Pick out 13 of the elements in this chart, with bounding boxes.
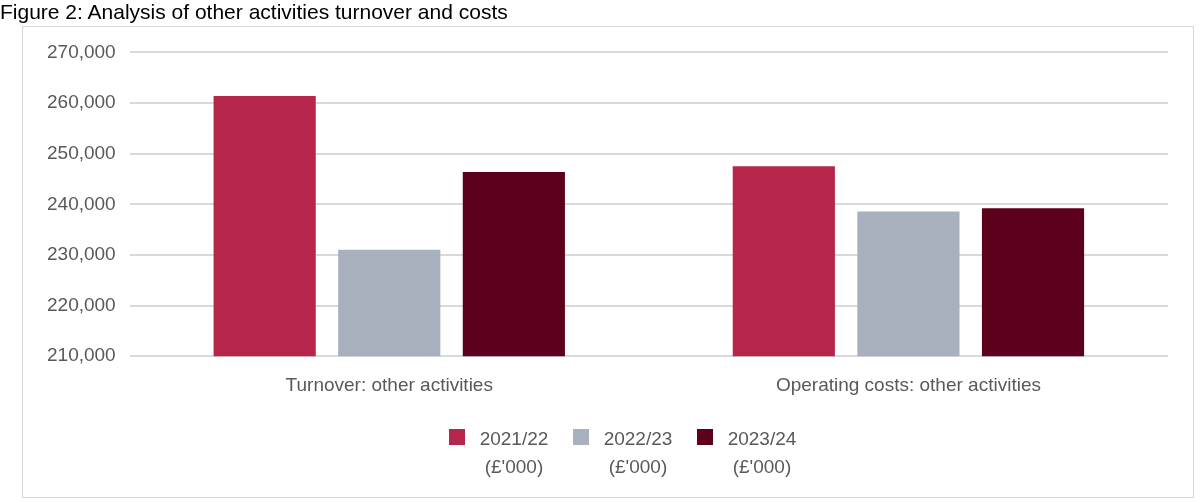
y-tick-label: 230,000	[46, 243, 116, 265]
y-tick-label: 270,000	[46, 40, 116, 62]
x-tick-label: Turnover: other activities	[285, 373, 493, 395]
legend-label: 2021/22 (£'000)	[478, 427, 550, 479]
y-tick-label: 260,000	[46, 91, 116, 113]
legend-label: 2023/24 (£'000)	[726, 427, 798, 479]
y-tick-label: 210,000	[46, 344, 116, 366]
y-tick-label: 240,000	[46, 192, 116, 214]
legend-label: 2022/23 (£'000)	[602, 427, 674, 479]
y-tick-label: 250,000	[46, 141, 116, 163]
y-tick-label: 220,000	[46, 293, 116, 315]
chart-title: Figure 2: Analysis of other activities turnover and costs	[0, 0, 509, 25]
x-tick-label: Operating costs: other activities	[775, 373, 1041, 395]
